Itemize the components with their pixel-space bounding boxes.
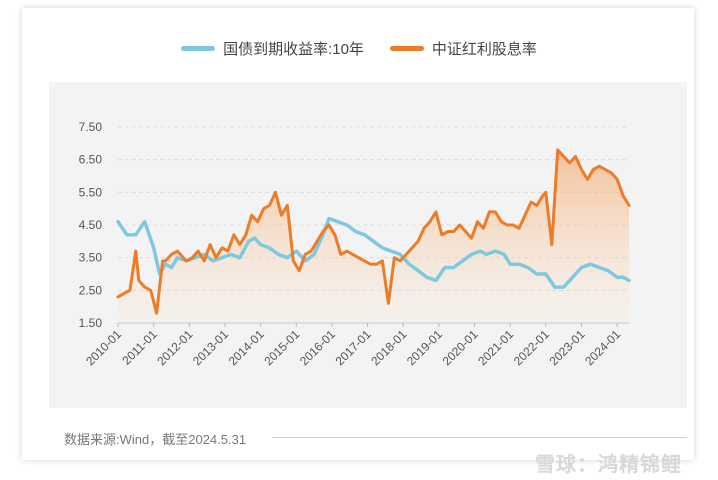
legend-swatch-bond-yield [181, 46, 216, 51]
y-tick-label: 1.50 [79, 316, 103, 330]
dividend-yield-area [118, 149, 629, 323]
x-tick-label: 2016-01 [297, 327, 338, 368]
x-tick-label: 2011-01 [119, 327, 160, 368]
x-tick-label: 2012-01 [154, 327, 195, 368]
x-tick-label: 2019-01 [404, 327, 445, 368]
x-tick-label: 2020-01 [440, 327, 481, 368]
y-tick-label: 5.50 [79, 185, 103, 199]
x-tick-label: 2015-01 [261, 327, 302, 368]
legend-label-bond-yield: 国债到期收益率:10年 [223, 41, 364, 58]
bond-yield-line [116, 216, 631, 289]
x-tick-label: 2024-01 [582, 327, 623, 368]
y-tick-label: 2.50 [79, 283, 103, 297]
x-tick-label: 2013-01 [190, 327, 231, 368]
legend-item-bond-yield: 国债到期收益率:10年 [181, 38, 364, 59]
x-tick-label: 2014-01 [226, 327, 267, 368]
x-tick-label: 2010-01 [83, 327, 124, 368]
dividend-yield-line [116, 148, 631, 315]
legend-label-dividend-yield: 中证红利股息率 [431, 41, 537, 58]
y-tick-label: 3.50 [79, 251, 103, 265]
y-tick-label: 4.50 [79, 218, 103, 232]
x-tick-label: 2018-01 [368, 327, 409, 368]
x-tick-label: 2023-01 [547, 327, 588, 368]
x-tick-label: 2022-01 [511, 327, 552, 368]
y-tick-label: 7.50 [79, 120, 103, 134]
legend-item-dividend-yield: 中证红利股息率 [389, 38, 537, 59]
source-divider [272, 437, 687, 438]
watermark-text: 雪球：鸿精锦鲤 [535, 454, 682, 476]
x-tick-label: 2021-01 [475, 327, 516, 368]
legend: 国债到期收益率:10年 中证红利股息率 [0, 38, 718, 59]
legend-swatch-dividend-yield [389, 46, 424, 51]
y-tick-label: 6.50 [79, 153, 103, 167]
data-source-note: 数据来源:Wind，截至2024.5.31 [64, 432, 247, 447]
x-tick-label: 2017-01 [333, 327, 374, 368]
